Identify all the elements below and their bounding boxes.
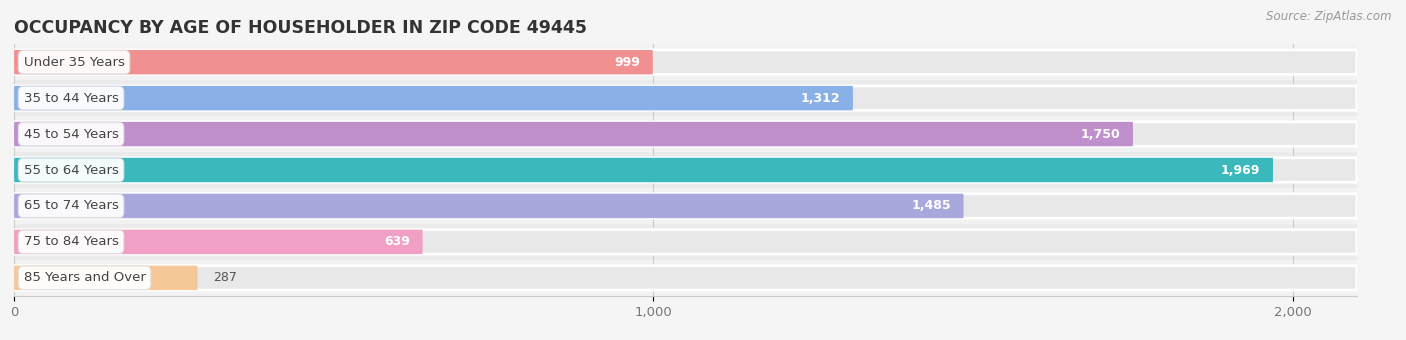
Text: 75 to 84 Years: 75 to 84 Years (24, 235, 118, 249)
FancyBboxPatch shape (14, 230, 423, 254)
Text: 287: 287 (214, 271, 238, 284)
Text: 1,750: 1,750 (1080, 128, 1121, 140)
Text: 55 to 64 Years: 55 to 64 Years (24, 164, 118, 176)
Bar (14, 44, 1357, 80)
Text: Under 35 Years: Under 35 Years (24, 56, 125, 69)
FancyBboxPatch shape (14, 50, 652, 74)
Text: 1,969: 1,969 (1220, 164, 1260, 176)
FancyBboxPatch shape (14, 122, 1133, 146)
Bar (14, 116, 1357, 152)
Bar (14, 224, 1357, 260)
FancyBboxPatch shape (14, 158, 1272, 182)
Text: OCCUPANCY BY AGE OF HOUSEHOLDER IN ZIP CODE 49445: OCCUPANCY BY AGE OF HOUSEHOLDER IN ZIP C… (14, 19, 588, 37)
FancyBboxPatch shape (14, 194, 1357, 218)
Text: 45 to 54 Years: 45 to 54 Years (24, 128, 118, 140)
FancyBboxPatch shape (14, 86, 853, 110)
FancyBboxPatch shape (14, 266, 198, 290)
Text: 65 to 74 Years: 65 to 74 Years (24, 200, 118, 212)
Text: 639: 639 (384, 235, 409, 249)
FancyBboxPatch shape (14, 230, 1357, 254)
FancyBboxPatch shape (14, 122, 1357, 146)
FancyBboxPatch shape (14, 266, 1357, 290)
Bar (14, 152, 1357, 188)
Bar (14, 80, 1357, 116)
FancyBboxPatch shape (14, 50, 1357, 74)
FancyBboxPatch shape (14, 86, 1357, 110)
Text: 999: 999 (614, 56, 640, 69)
Text: 85 Years and Over: 85 Years and Over (24, 271, 146, 284)
Text: Source: ZipAtlas.com: Source: ZipAtlas.com (1267, 10, 1392, 23)
Text: 35 to 44 Years: 35 to 44 Years (24, 91, 118, 105)
Bar (14, 260, 1357, 296)
FancyBboxPatch shape (14, 158, 1357, 182)
Bar (14, 188, 1357, 224)
Text: 1,485: 1,485 (911, 200, 950, 212)
Text: 1,312: 1,312 (800, 91, 841, 105)
FancyBboxPatch shape (14, 194, 963, 218)
